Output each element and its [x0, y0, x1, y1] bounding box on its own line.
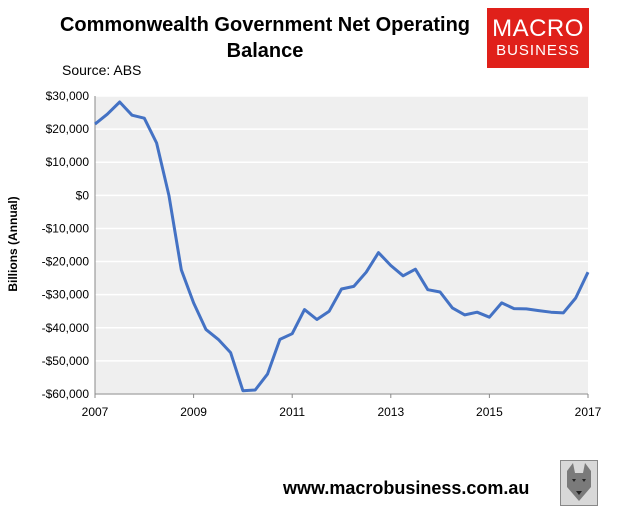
y-tick-label: $10,000	[46, 155, 90, 169]
y-tick-label: -$20,000	[42, 255, 90, 269]
x-tick-label: 2009	[180, 405, 207, 419]
y-tick-labels: $30,000 $20,000 $10,000 $0 -$10,000 -$20,000 -…	[42, 89, 90, 401]
y-tick-label: $20,000	[46, 122, 90, 136]
y-axis-label: Billions (Annual)	[6, 196, 20, 291]
x-tick-label: 2007	[82, 405, 109, 419]
y-tick-label: -$40,000	[42, 321, 90, 335]
macrobusiness-logo: MACRO BUSINESS	[487, 8, 589, 68]
axes	[94, 96, 589, 398]
chart-source: Source: ABS	[62, 62, 142, 78]
y-tick-label: -$30,000	[42, 288, 90, 302]
footer-url: www.macrobusiness.com.au	[283, 478, 530, 498]
x-tick-labels: 2007 2009 2011 2013 2015 2017	[82, 405, 602, 419]
x-tick-label: 2017	[575, 405, 602, 419]
y-tick-label: -$50,000	[42, 354, 90, 368]
y-tick-label: -$10,000	[42, 221, 90, 235]
series-line	[94, 100, 590, 393]
x-tick-label: 2015	[476, 405, 503, 419]
chart-title: Commonwealth Government Net Operating Ba…	[59, 14, 471, 62]
x-tick-label: 2013	[377, 405, 404, 419]
logo-line-1: MACRO	[492, 15, 584, 42]
x-tick-label: 2011	[279, 405, 305, 419]
y-tick-label: -$60,000	[42, 387, 90, 401]
y-tick-label: $0	[76, 188, 90, 202]
logo-line-2: BUSINESS	[496, 42, 580, 59]
y-tick-label: $30,000	[46, 89, 90, 103]
plot-area	[95, 96, 588, 394]
wolf-logo-icon	[560, 460, 598, 506]
